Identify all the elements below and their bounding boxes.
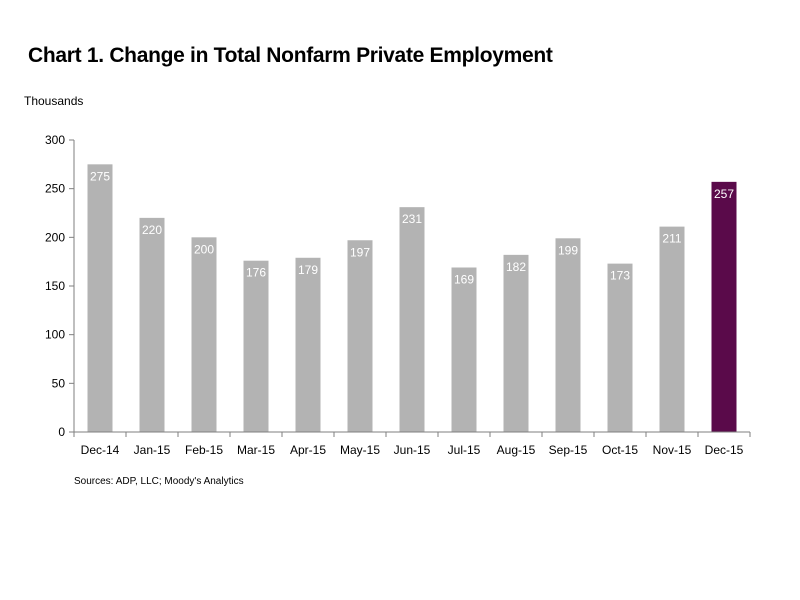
bar-dec-14	[87, 164, 113, 433]
bar-sep-15	[555, 238, 581, 432]
bar-value-label: 169	[454, 273, 474, 287]
x-tick-label: Apr-15	[290, 443, 326, 457]
bar-value-label: 231	[402, 212, 422, 226]
x-tick-label: May-15	[340, 443, 380, 457]
bar-jun-15	[399, 207, 425, 432]
bar-jan-15	[139, 217, 165, 432]
bar-aug-15	[503, 254, 529, 432]
bar-value-label: 197	[350, 245, 370, 259]
y-tick-label: 0	[58, 425, 65, 439]
x-tick-label: Feb-15	[185, 443, 223, 457]
chart-title: Chart 1. Change in Total Nonfarm Private…	[28, 44, 553, 67]
bar-value-label: 211	[662, 232, 681, 246]
y-tick-label: 50	[52, 376, 66, 390]
bar-value-label: 257	[714, 187, 734, 201]
y-axis-unit-label: Thousands	[24, 94, 84, 108]
y-tick-label: 150	[45, 279, 65, 293]
bar-apr-15	[295, 257, 321, 432]
bar-value-label: 176	[246, 266, 266, 280]
x-tick-label: Mar-15	[237, 443, 275, 457]
y-tick-label: 250	[45, 182, 65, 196]
bar-oct-15	[607, 263, 633, 432]
y-tick-label: 100	[45, 328, 65, 342]
bar-value-label: 199	[558, 243, 578, 257]
bar-value-label: 275	[90, 169, 110, 183]
x-tick-label: Jun-15	[394, 443, 431, 457]
x-tick-label: Jan-15	[134, 443, 171, 457]
y-tick-label: 200	[45, 230, 65, 244]
bar-feb-15	[191, 237, 217, 432]
x-tick-label: Dec-14	[81, 443, 120, 457]
x-tick-label: Aug-15	[497, 443, 536, 457]
bar-value-label: 182	[506, 260, 526, 274]
x-tick-label: Oct-15	[602, 443, 638, 457]
bar-value-label: 220	[142, 223, 162, 237]
bar-nov-15	[659, 226, 685, 432]
bar-may-15	[347, 240, 373, 432]
source-note: Sources: ADP, LLC; Moody's Analytics	[74, 476, 244, 487]
x-tick-label: Nov-15	[653, 443, 692, 457]
bar-dec-15	[711, 181, 737, 432]
bar-value-label: 200	[194, 242, 214, 256]
bar-mar-15	[243, 260, 269, 432]
y-tick-label: 300	[45, 133, 65, 147]
x-tick-label: Dec-15	[705, 443, 744, 457]
bar-value-label: 173	[610, 269, 630, 283]
bar-jul-15	[451, 267, 477, 432]
x-tick-label: Jul-15	[448, 443, 481, 457]
x-tick-label: Sep-15	[549, 443, 588, 457]
bar-value-label: 179	[298, 263, 318, 277]
